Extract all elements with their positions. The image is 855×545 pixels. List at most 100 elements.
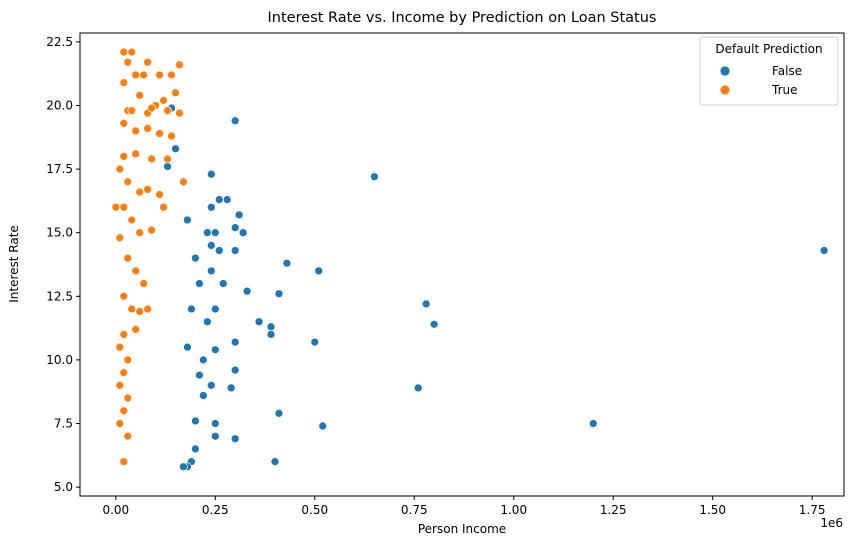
point-true-32 (135, 187, 145, 197)
x-axis-label: Person Income (418, 522, 506, 536)
point-true-53 (119, 368, 129, 377)
point-true-10 (159, 96, 168, 105)
y-tick-label: 7.5 (54, 416, 73, 430)
point-false-16 (242, 286, 252, 296)
point-true-33 (143, 185, 152, 194)
point-true-20 (119, 118, 129, 128)
point-false-6 (314, 266, 324, 276)
legend-marker-false (719, 65, 731, 77)
point-false-5 (370, 172, 379, 182)
point-true-7 (167, 70, 176, 80)
point-false-46 (191, 253, 200, 263)
point-true-19 (175, 108, 184, 118)
point-true-28 (163, 154, 172, 164)
y-tick-label: 12.5 (46, 289, 73, 303)
point-false-33 (206, 169, 216, 179)
point-true-34 (155, 190, 164, 199)
point-true-35 (111, 202, 121, 212)
point-false-24 (230, 434, 240, 444)
point-true-44 (139, 279, 149, 288)
point-true-1 (127, 47, 137, 57)
point-false-57 (163, 162, 172, 171)
chart-title: Interest Rate vs. Income by Prediction o… (268, 10, 657, 26)
point-false-13 (266, 322, 276, 332)
point-true-45 (119, 291, 129, 301)
point-true-9 (171, 88, 180, 98)
x-tick-label: 0.25 (202, 503, 229, 517)
point-true-29 (179, 177, 188, 187)
point-false-0 (819, 246, 829, 255)
point-true-50 (143, 304, 152, 314)
point-false-31 (210, 304, 220, 314)
point-true-27 (147, 154, 156, 164)
point-false-44 (195, 279, 204, 288)
legend: Default Prediction False True (699, 36, 839, 106)
point-false-14 (266, 330, 276, 339)
point-true-40 (159, 202, 168, 212)
plot-frame (79, 32, 845, 497)
x-tick-label: 1.25 (600, 503, 627, 517)
x-axis: 0.00 0.25 0.50 0.75 1.00 1.25 1.50 1.75 (102, 496, 826, 517)
point-true-38 (135, 228, 145, 238)
y-tick-label: 10.0 (46, 353, 73, 367)
point-false-1 (588, 419, 598, 428)
point-false-41 (202, 317, 212, 327)
point-false-10 (274, 289, 284, 299)
legend-box (699, 36, 839, 106)
point-false-28 (214, 195, 224, 204)
point-true-4 (139, 70, 149, 80)
point-false-3 (421, 299, 431, 309)
point-false-30 (210, 228, 220, 238)
y-tick-label: 22.5 (46, 35, 73, 49)
point-false-25 (226, 383, 236, 393)
point-false-21 (230, 246, 240, 255)
point-true-43 (131, 266, 141, 276)
point-true-24 (167, 131, 176, 141)
point-true-18 (163, 106, 172, 115)
point-true-8 (175, 60, 184, 70)
point-false-2 (413, 383, 423, 393)
x-axis-offset-label: 1e6 (820, 516, 843, 530)
point-true-58 (119, 457, 129, 467)
point-true-12 (135, 90, 145, 100)
legend-label-false: False (772, 64, 802, 78)
point-false-20 (230, 223, 240, 232)
point-true-6 (155, 70, 164, 80)
point-true-23 (155, 129, 164, 138)
legend-title: Default Prediction (715, 42, 822, 56)
point-false-39 (210, 431, 220, 441)
legend-label-true: True (771, 83, 798, 97)
point-true-46 (127, 304, 137, 314)
point-true-3 (131, 70, 141, 80)
point-false-32 (210, 345, 220, 355)
x-tick-label: 0.00 (102, 503, 129, 517)
point-false-11 (274, 408, 284, 418)
point-false-49 (187, 304, 196, 314)
point-false-26 (222, 195, 232, 204)
point-true-39 (147, 225, 156, 235)
point-false-54 (179, 462, 188, 472)
point-true-2 (123, 57, 133, 67)
point-false-23 (230, 365, 240, 375)
point-false-36 (206, 266, 216, 276)
legend-marker-true (719, 84, 731, 96)
point-true-22 (143, 124, 152, 133)
point-true-56 (119, 406, 129, 416)
point-false-22 (230, 337, 240, 347)
point-true-49 (131, 325, 141, 334)
point-false-12 (270, 457, 280, 467)
point-true-15 (127, 106, 137, 115)
point-true-47 (135, 307, 145, 316)
point-true-37 (127, 215, 137, 225)
x-tick-label: 0.50 (301, 503, 328, 517)
point-false-47 (191, 416, 200, 426)
point-false-40 (202, 228, 212, 238)
y-axis-label: Interest Rate (7, 225, 21, 303)
point-false-43 (199, 391, 208, 400)
x-tick-label: 1.75 (799, 503, 826, 517)
point-true-41 (115, 233, 125, 243)
point-true-51 (115, 342, 125, 352)
point-true-59 (123, 431, 133, 441)
point-true-21 (131, 126, 141, 136)
